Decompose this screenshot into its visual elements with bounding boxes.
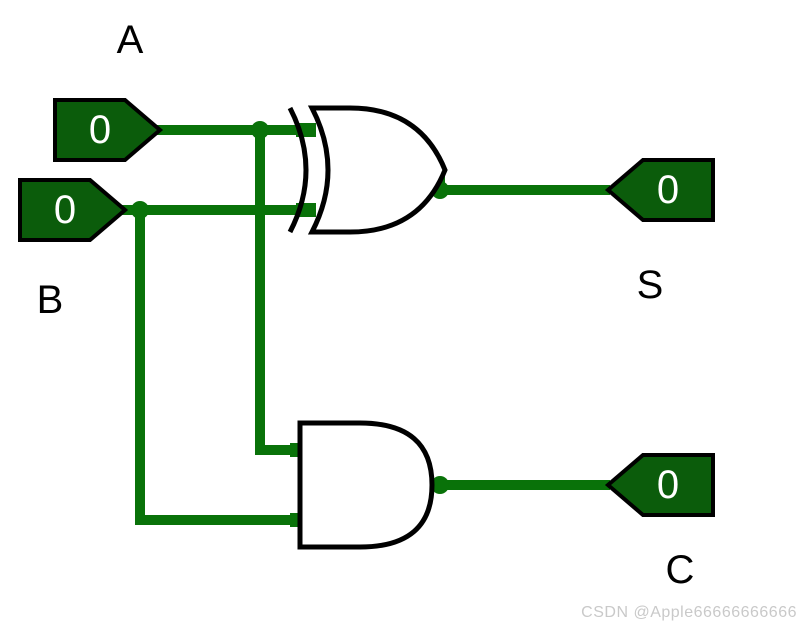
- junction-a: [251, 121, 269, 139]
- wire-a-and: [260, 126, 298, 450]
- label-b: B: [37, 278, 64, 322]
- input-pin-b[interactable]: 0: [20, 180, 125, 240]
- circuit-diagram: 0 0 0 0 A B S C: [0, 0, 809, 630]
- junction-b: [131, 201, 149, 219]
- input-pin-a[interactable]: 0: [55, 100, 160, 160]
- pin-c-value: 0: [657, 463, 679, 507]
- output-pin-c[interactable]: 0: [608, 455, 713, 515]
- output-pin-s[interactable]: 0: [608, 160, 713, 220]
- label-c: C: [666, 548, 695, 592]
- wire-xor-s: [430, 170, 610, 190]
- wire-b-and: [140, 206, 298, 520]
- pin-s-value: 0: [657, 168, 679, 212]
- label-a: A: [117, 18, 144, 62]
- and-gate: [300, 423, 432, 547]
- pin-a-value: 0: [89, 108, 111, 152]
- label-s: S: [637, 263, 664, 307]
- pin-b-value: 0: [54, 188, 76, 232]
- watermark: CSDN @Apple66666666666: [581, 604, 797, 622]
